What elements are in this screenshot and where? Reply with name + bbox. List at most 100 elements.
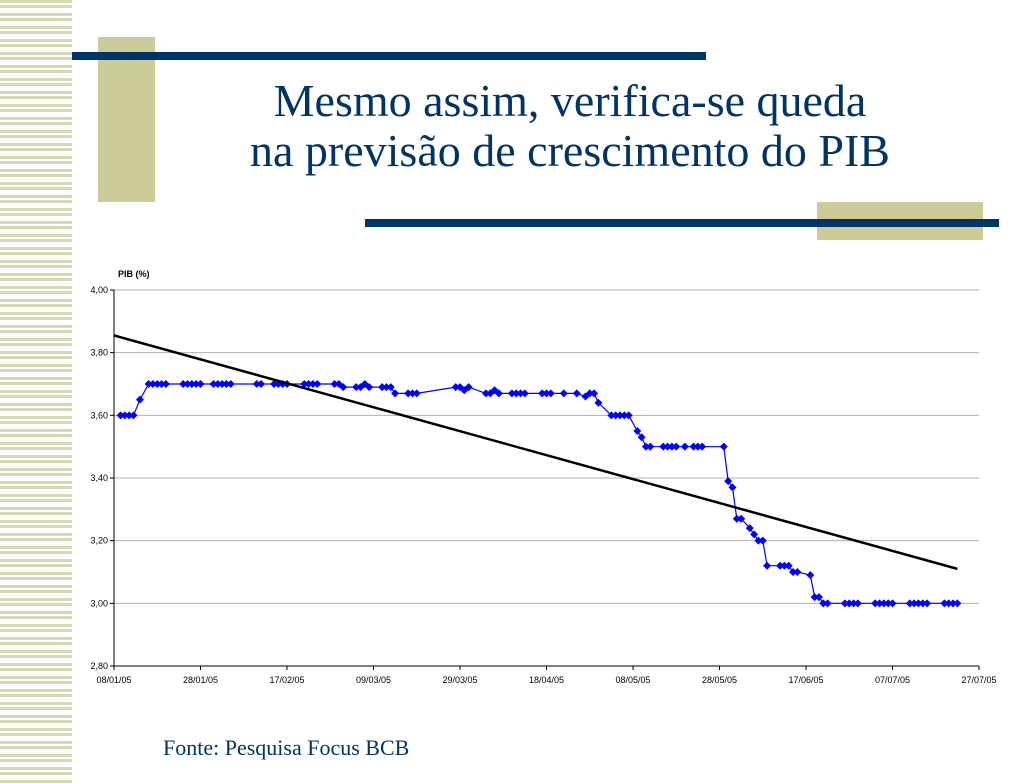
- data-point: [923, 599, 932, 608]
- data-point: [724, 477, 733, 486]
- data-point: [594, 398, 603, 407]
- x-tick-label: 09/03/05: [356, 675, 391, 685]
- data-point: [616, 411, 625, 420]
- data-point: [257, 380, 266, 388]
- data-point: [313, 380, 322, 388]
- series-group: [116, 380, 962, 608]
- data-point: [404, 389, 413, 398]
- x-tick-label: 27/07/05: [961, 675, 996, 685]
- data-point: [144, 380, 153, 388]
- data-point: [641, 442, 650, 451]
- data-point: [780, 561, 789, 570]
- data-point: [192, 380, 201, 388]
- data-point: [408, 389, 417, 398]
- data-point: [918, 599, 927, 608]
- x-tick-label: 08/01/05: [96, 675, 131, 685]
- data-point: [879, 599, 888, 608]
- x-tick-label: 08/05/05: [615, 675, 650, 685]
- data-point: [823, 599, 832, 608]
- data-point: [213, 380, 222, 388]
- data-point: [330, 380, 339, 388]
- chart-gridlines: [114, 289, 979, 604]
- data-point: [125, 411, 134, 420]
- data-point: [590, 389, 599, 398]
- data-point: [120, 411, 129, 420]
- x-axis-ticks: 08/01/05 28/01/05 17/02/05 09/03/05 29/03/05…: [96, 666, 997, 685]
- data-point: [814, 593, 823, 602]
- data-point: [845, 599, 854, 608]
- x-tick-label: 28/01/05: [183, 675, 218, 685]
- data-point: [538, 389, 547, 398]
- y-tick-label: 3,80: [90, 348, 108, 358]
- x-tick-label: 17/02/05: [269, 675, 304, 685]
- accent-bar-top: [72, 52, 706, 60]
- y-tick-label: 4,00: [90, 285, 108, 295]
- data-point: [378, 383, 387, 392]
- pib-forecast-chart: PIB (%) 4,00 3,80 3,60 3,40 3,20 3,00 2,80 08/…: [90, 269, 997, 685]
- data-point: [581, 392, 590, 401]
- y-axis-unit-label: PIB (%): [118, 269, 150, 279]
- data-point: [689, 442, 698, 451]
- data-point: [776, 561, 785, 570]
- decorative-stripes: [0, 0, 72, 784]
- data-point: [745, 524, 754, 533]
- data-point: [209, 380, 218, 388]
- data-point: [667, 442, 676, 451]
- data-point: [412, 389, 421, 398]
- data-point: [542, 389, 551, 398]
- data-point: [620, 411, 629, 420]
- data-point: [464, 383, 473, 392]
- data-point: [222, 380, 231, 388]
- data-point: [914, 599, 923, 608]
- data-point: [451, 383, 460, 392]
- data-point: [754, 536, 763, 545]
- data-point: [784, 561, 793, 570]
- data-point: [633, 427, 642, 435]
- data-point: [520, 389, 529, 398]
- data-point: [179, 380, 188, 388]
- data-point: [386, 383, 395, 392]
- data-point: [611, 411, 620, 420]
- data-point: [905, 599, 914, 608]
- data-point: [680, 442, 689, 451]
- y-tick-label: 3,60: [90, 410, 108, 420]
- data-point: [585, 389, 594, 398]
- data-point: [339, 383, 348, 392]
- data-point: [871, 599, 880, 608]
- data-point: [129, 411, 138, 420]
- slide-title: Mesmo assim, verifica-se queda na previs…: [250, 75, 890, 176]
- data-point: [218, 380, 227, 388]
- x-tick-label: 17/06/05: [788, 675, 823, 685]
- data-point: [516, 389, 525, 398]
- trendline-group: [113, 334, 958, 571]
- data-point: [270, 380, 279, 388]
- data-point: [308, 380, 317, 388]
- series-line: [120, 383, 958, 604]
- x-tick-label: 07/07/05: [875, 675, 910, 685]
- data-point: [252, 380, 261, 388]
- data-point: [624, 411, 633, 420]
- data-point: [161, 380, 170, 388]
- data-point: [732, 514, 741, 523]
- data-point: [888, 599, 897, 608]
- data-point: [607, 411, 616, 420]
- data-point: [737, 514, 746, 523]
- data-point: [183, 380, 192, 388]
- data-point: [849, 599, 858, 608]
- data-point: [559, 389, 568, 398]
- x-tick-label: 29/03/05: [442, 675, 477, 685]
- accent-block-top: [98, 37, 155, 202]
- data-point: [659, 442, 668, 451]
- data-point: [789, 568, 798, 576]
- data-point: [486, 389, 495, 398]
- data-point: [304, 380, 313, 388]
- data-point: [157, 380, 166, 388]
- data-point: [494, 389, 503, 398]
- data-point: [572, 389, 581, 398]
- data-point: [884, 599, 893, 608]
- data-point: [750, 530, 759, 539]
- data-point: [153, 380, 162, 388]
- data-point: [646, 442, 655, 451]
- data-point: [352, 383, 361, 392]
- data-point: [940, 599, 949, 608]
